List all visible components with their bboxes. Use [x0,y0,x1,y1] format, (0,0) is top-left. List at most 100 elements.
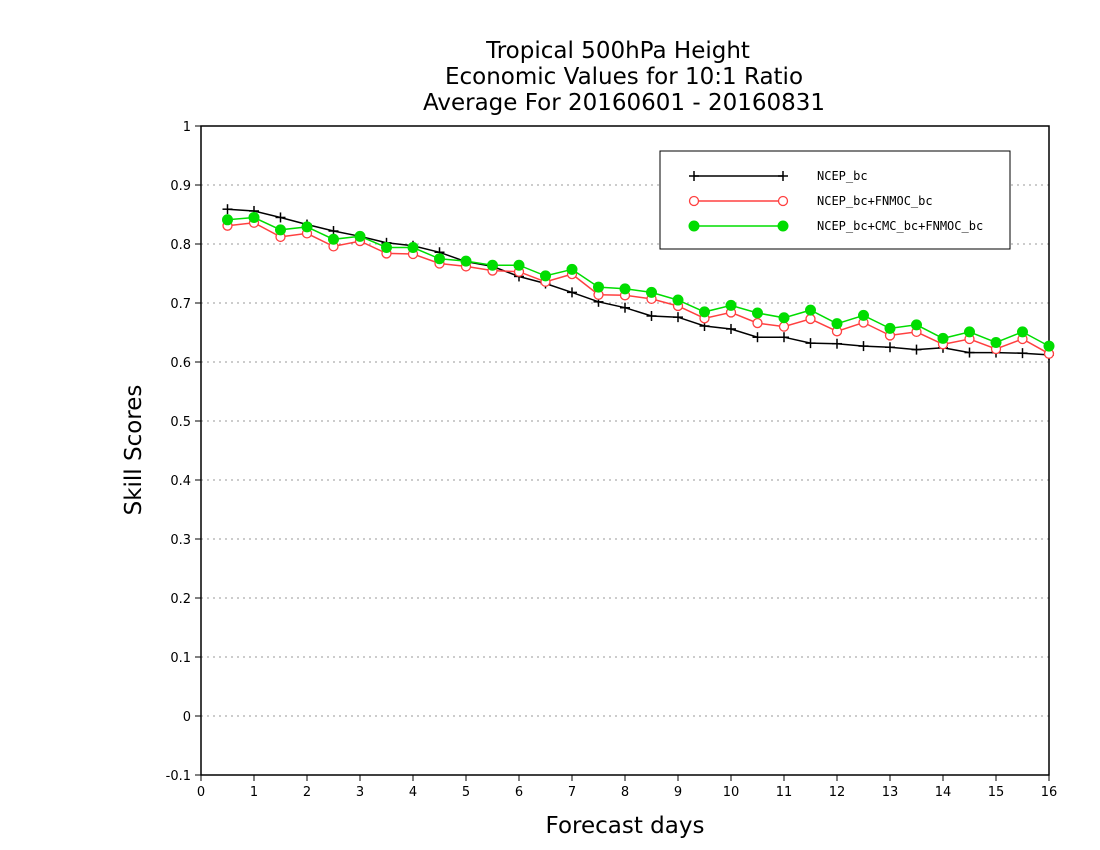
legend-marker [689,171,699,181]
data-point [354,230,366,242]
data-point [778,321,790,332]
y-tick-label: 0.5 [170,415,191,430]
y-tick-label: 0.9 [170,179,191,194]
data-point [805,338,816,349]
data-point [301,221,313,233]
y-tick-label: 0.1 [170,651,191,666]
x-tick-label: 1 [250,785,258,800]
x-tick-label: 4 [409,785,417,800]
legend-marker [777,195,789,207]
x-tick-label: 12 [829,785,846,800]
series-layer [222,204,1055,360]
data-point [1017,348,1028,359]
data-point [434,253,445,265]
legend: NCEP_bc NCEP_bc+FNMOC_bc NCEP_bc+CMC_bc+FN… [659,150,1011,250]
x-tick-label: 11 [776,785,793,800]
x-tick-label: 9 [674,785,682,800]
data-point [725,299,737,311]
data-point [275,212,286,223]
data-point [593,281,604,293]
x-tick-label: 2 [303,785,311,800]
y-axis-label: Skill Scores [121,385,147,516]
y-tick-label: 0.7 [170,297,191,312]
x-tick-label: 10 [723,785,740,800]
data-point [779,332,789,343]
data-point [964,347,975,358]
chart-title: Tropical 500hPa Height Economic Values f… [423,38,825,116]
data-point [831,318,843,330]
data-point [673,312,683,323]
title-line-1: Tropical 500hPa Height [485,38,750,64]
legend-item: NCEP_bc+FNMOC_bc [688,194,933,208]
legend-item: NCEP_bc+CMC_bc+FNMOC_bc [688,219,983,233]
data-point [328,233,339,245]
data-point [964,326,975,338]
title-line-2: Economic Values for 10:1 Ratio [445,64,803,90]
y-tick-label: -0.1 [166,769,191,784]
x-tick-label: 7 [568,785,576,800]
data-point [460,255,472,267]
x-tick-label: 6 [515,785,523,800]
legend-item: NCEP_bc [689,169,868,183]
data-point [248,211,260,223]
data-point [699,306,710,318]
legend-marker [688,195,700,207]
legend-marker [777,220,789,232]
legend-marker [778,171,788,181]
y-tick-label: 1 [183,120,191,135]
data-point [832,338,842,349]
title-line-3: Average For 20160601 - 20160831 [423,90,825,116]
data-point [752,332,763,343]
x-tick-label: 0 [197,785,205,800]
data-point [619,283,631,295]
data-point [513,259,525,271]
x-tick-label: 5 [462,785,470,800]
axis-ticks: -0.100.10.20.30.40.50.60.70.80.910 1 2 3 4 5 6… [166,120,1058,800]
data-point [407,242,419,254]
data-point [275,224,286,236]
data-point [566,263,578,275]
data-point [620,302,630,313]
data-point [885,342,895,353]
data-point [540,270,551,282]
data-point [911,319,922,331]
data-point [1017,326,1028,338]
x-tick-label: 8 [621,785,629,800]
data-point [805,304,816,316]
data-point [752,317,763,329]
data-point [726,323,736,334]
x-tick-label: 16 [1041,785,1058,800]
gridlines [201,184,1049,717]
y-tick-label: 0 [183,710,191,725]
series-2 [222,211,1055,352]
legend-label: NCEP_bc+CMC_bc+FNMOC_bc [817,219,983,233]
data-point [646,286,657,298]
data-point [222,214,233,226]
legend-label: NCEP_bc [817,169,868,183]
data-point [778,312,790,324]
x-axis-label: Forecast days [546,813,705,839]
data-point [858,341,869,352]
x-tick-label: 3 [356,785,364,800]
data-point [381,242,392,254]
data-point [884,322,896,334]
legend-marker [688,220,700,232]
data-point [672,294,684,306]
data-point [646,310,657,321]
y-tick-label: 0.8 [170,238,191,253]
x-tick-label: 14 [935,785,952,800]
data-point [567,287,577,298]
data-point [1043,340,1055,352]
y-tick-label: 0.2 [170,592,191,607]
y-tick-label: 0.3 [170,533,191,548]
legend-box [659,150,1011,250]
data-point [752,307,763,319]
legend-label: NCEP_bc+FNMOC_bc [817,194,933,208]
data-point [487,259,498,271]
data-point [911,344,922,355]
x-tick-label: 13 [882,785,899,800]
data-point [990,337,1002,349]
x-tick-label: 15 [988,785,1005,800]
data-point [858,309,869,321]
